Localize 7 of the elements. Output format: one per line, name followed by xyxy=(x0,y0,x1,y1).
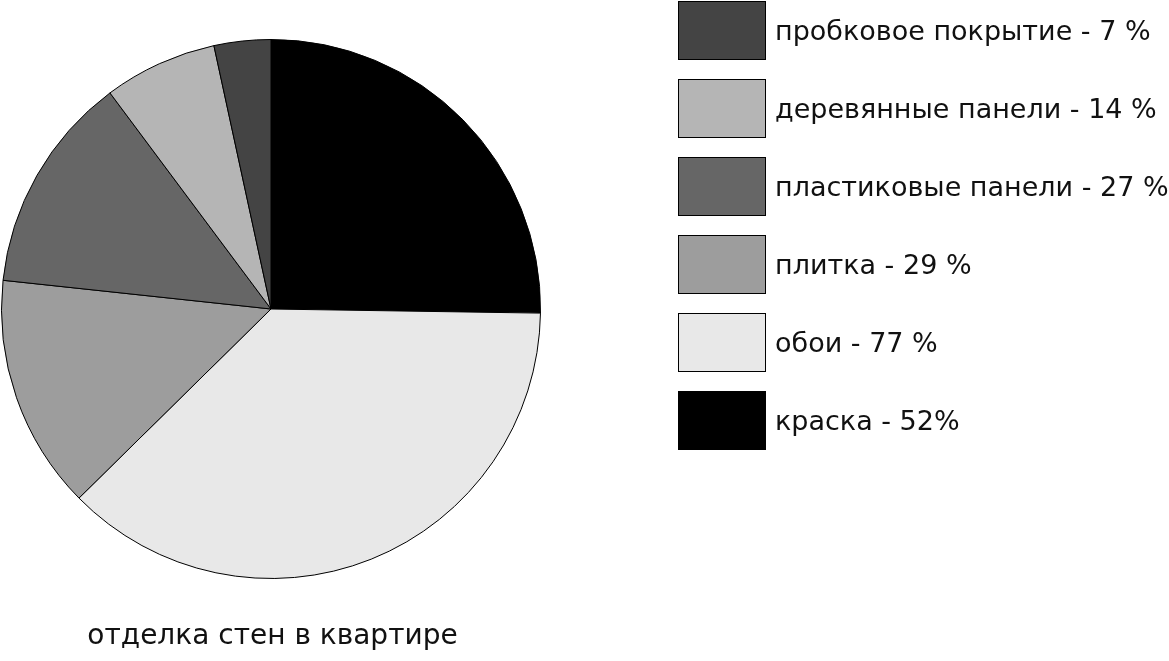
legend-label: деревянные панели - 14 % xyxy=(775,93,1157,124)
legend-label: краска - 52% xyxy=(775,405,960,436)
legend-label: пластиковые панели - 27 % xyxy=(775,171,1169,202)
text: отделка стен в квартире xyxy=(86,618,459,651)
legend-label: обои - 77 % xyxy=(775,327,938,358)
legend-label: плитка - 29 % xyxy=(775,249,972,280)
legend-label: пробковое покрытие - 7 % xyxy=(775,15,1151,46)
